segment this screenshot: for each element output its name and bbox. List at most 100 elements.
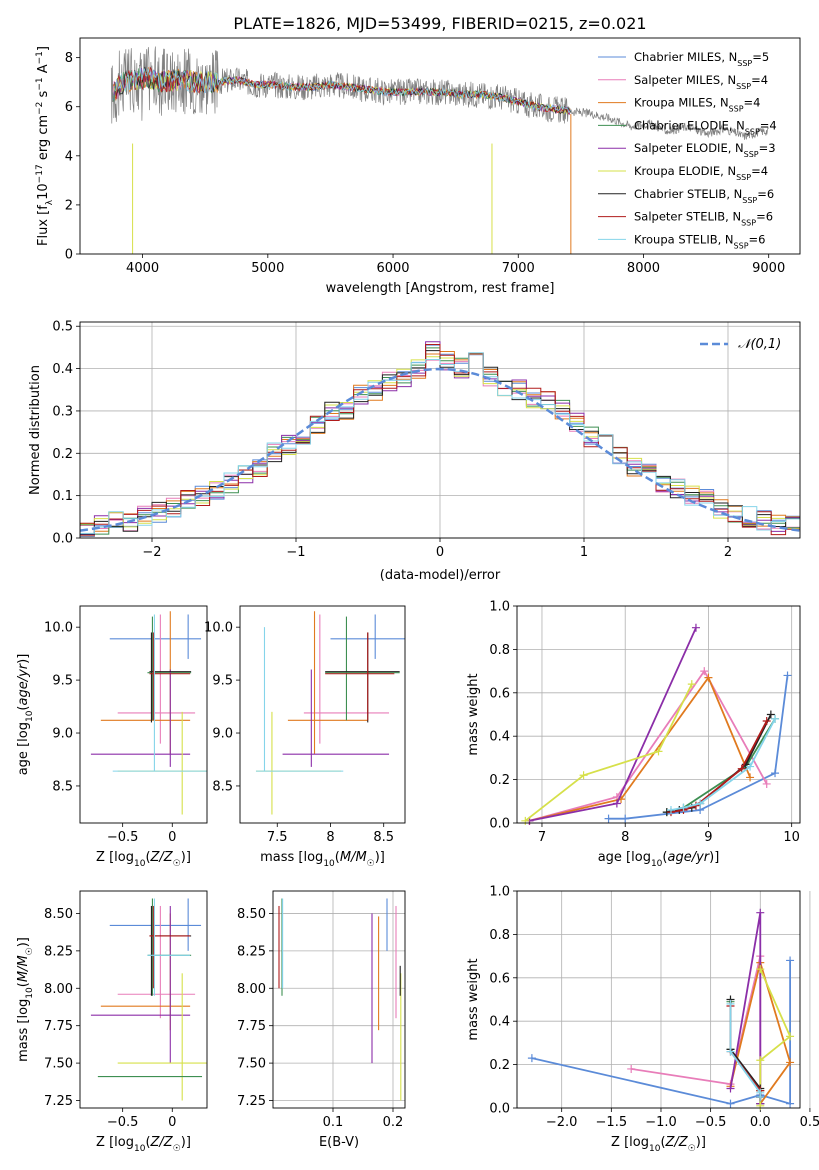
y-tick-label: 8.5 <box>212 779 233 794</box>
y-tick-label: 6 <box>65 100 73 115</box>
axes-frame <box>79 605 208 824</box>
legend-label: 𝒩(0,1) <box>738 337 781 352</box>
series-line <box>529 675 751 822</box>
x-axis-label: wavelength [Angstrom, rest frame] <box>326 281 555 296</box>
x-tick-label: 6000 <box>376 261 409 276</box>
x-tick-label: 0 <box>436 545 444 560</box>
series-line <box>529 669 768 822</box>
y-tick-label: 0.4 <box>489 1015 510 1030</box>
y-tick-label: 0.0 <box>489 817 510 832</box>
x-tick-label: 7 <box>538 830 546 845</box>
x-tick-label: 8.5 <box>373 830 394 845</box>
y-tick-label: 7.50 <box>237 1057 266 1072</box>
metallicity-age-plot: −0.5 0 8.5 9.0 9.5 10.0 Z [log10(Z/Z☉)] age [lo… <box>16 605 208 869</box>
x-tick-label: −0.5 <box>695 1115 727 1130</box>
data-point-marker <box>786 956 795 965</box>
y-axis-label: Flux [fλ10−17 erg cm−2 s−1 A−1] <box>35 46 55 246</box>
legend-label: Chabrier ELODIE, NSSP=4 <box>634 118 777 136</box>
y-tick-label: 0.1 <box>52 489 73 504</box>
y-tick-label: 0.0 <box>489 1102 510 1117</box>
x-axis-label: age [log10(age/yr)] <box>598 850 720 869</box>
series-line <box>729 959 792 1105</box>
y-tick-label: 0.0 <box>52 532 73 547</box>
y-tick-label: 0.2 <box>489 1058 510 1073</box>
y-axis-label: mass weight <box>466 673 481 755</box>
data-point-marker <box>756 908 765 917</box>
x-tick-label: 0.0 <box>750 1115 771 1130</box>
data-point-marker <box>766 710 775 719</box>
y-tick-label: 9.0 <box>212 727 233 742</box>
y-tick-label: 7.25 <box>44 1094 73 1109</box>
x-tick-label: 7.5 <box>267 830 288 845</box>
data-point-marker <box>612 799 621 808</box>
series-line <box>666 718 776 813</box>
data-point-marker <box>786 1032 795 1041</box>
y-tick-label: 0.3 <box>52 404 73 419</box>
y-axis-label: mass weight <box>466 958 481 1040</box>
y-axis-label: mass [log10(M/M☉)] <box>16 937 35 1062</box>
x-tick-label: −2.0 <box>546 1115 578 1130</box>
x-tick-label: −0.5 <box>107 1115 139 1130</box>
y-tick-label: 9.0 <box>52 727 73 742</box>
age-weight-plot: 7 8 9 10 0.0 0.2 0.4 0.6 0.8 1.0 mass weight age [l… <box>466 600 801 869</box>
y-tick-label: 0.6 <box>489 686 510 701</box>
y-tick-label: 0 <box>65 248 73 263</box>
data-point-marker <box>762 779 771 788</box>
model-spectrum-line <box>115 68 571 114</box>
y-tick-label: 7.75 <box>44 1019 73 1034</box>
y-tick-label: 8.25 <box>44 944 73 959</box>
x-tick-label: 0.5 <box>800 1115 819 1130</box>
y-tick-label: 7.50 <box>44 1057 73 1072</box>
axes-frame <box>79 321 801 539</box>
data-point-marker <box>746 762 755 771</box>
residual-histogram-plot: −2 −1 0 1 2 0.0 0.1 0.2 0.3 0.4 0.5 (data-model)/er… <box>28 320 801 583</box>
y-tick-label: 0.2 <box>52 447 73 462</box>
axes-frame <box>272 890 406 1109</box>
y-tick-label: 7.75 <box>237 1019 266 1034</box>
y-tick-label: 8.25 <box>237 944 266 959</box>
x-tick-label: 9000 <box>752 261 785 276</box>
data-point-marker <box>726 1099 735 1108</box>
data-point-marker <box>627 1064 636 1073</box>
data-point-marker <box>726 1047 735 1056</box>
data-point-marker <box>783 671 792 680</box>
legend-label: Salpeter ELODIE, NSSP=3 <box>634 141 776 159</box>
histogram-step <box>80 352 800 538</box>
x-tick-label: 0.1 <box>323 1115 344 1130</box>
data-point-marker <box>654 747 663 756</box>
y-tick-label: 8.50 <box>44 907 73 922</box>
y-tick-label: 9.5 <box>212 674 233 689</box>
data-point-marker <box>687 680 696 689</box>
legend-label: Chabrier MILES, NSSP=5 <box>634 50 769 68</box>
y-tick-label: 0.2 <box>489 773 510 788</box>
normal-curve <box>80 367 800 532</box>
data-point-marker <box>771 769 780 778</box>
x-axis-label: Z [log10(Z/Z☉)] <box>611 1135 706 1154</box>
data-point-marker <box>691 623 700 632</box>
x-tick-label: 0 <box>168 1115 176 1130</box>
x-axis-label: Z [log10(Z/Z☉)] <box>96 850 191 869</box>
metallicity-weight-plot: −2.0 −1.5 −1.0 −0.5 0.0 0.5 0.0 0.2 0.4 0.6 0.8 1.0… <box>466 885 819 1155</box>
data-point-marker <box>521 816 530 825</box>
data-point-marker <box>746 773 755 782</box>
data-point-marker <box>737 764 746 773</box>
axes-frame <box>239 605 406 824</box>
data-point-marker <box>696 799 705 808</box>
y-tick-label: 10.0 <box>44 621 73 636</box>
x-tick-label: 2 <box>724 545 732 560</box>
x-tick-label: 0 <box>168 830 176 845</box>
x-tick-label: −1 <box>286 545 305 560</box>
series-line <box>729 912 762 1104</box>
legend-label: Salpeter STELIB, NSSP=6 <box>634 210 773 228</box>
y-tick-label: 8.00 <box>44 982 73 997</box>
series-line <box>759 968 792 1106</box>
y-tick-label: 10.0 <box>204 621 233 636</box>
y-tick-label: 4 <box>65 149 73 164</box>
series-line <box>670 718 776 811</box>
y-tick-label: 0.4 <box>489 730 510 745</box>
axes-frame <box>79 890 208 1109</box>
spectrum-plot: 4000 5000 6000 7000 8000 9000 0 2 4 6 8 wavelength … <box>35 37 801 296</box>
y-tick-label: 8.5 <box>52 779 73 794</box>
series-line <box>524 683 693 822</box>
